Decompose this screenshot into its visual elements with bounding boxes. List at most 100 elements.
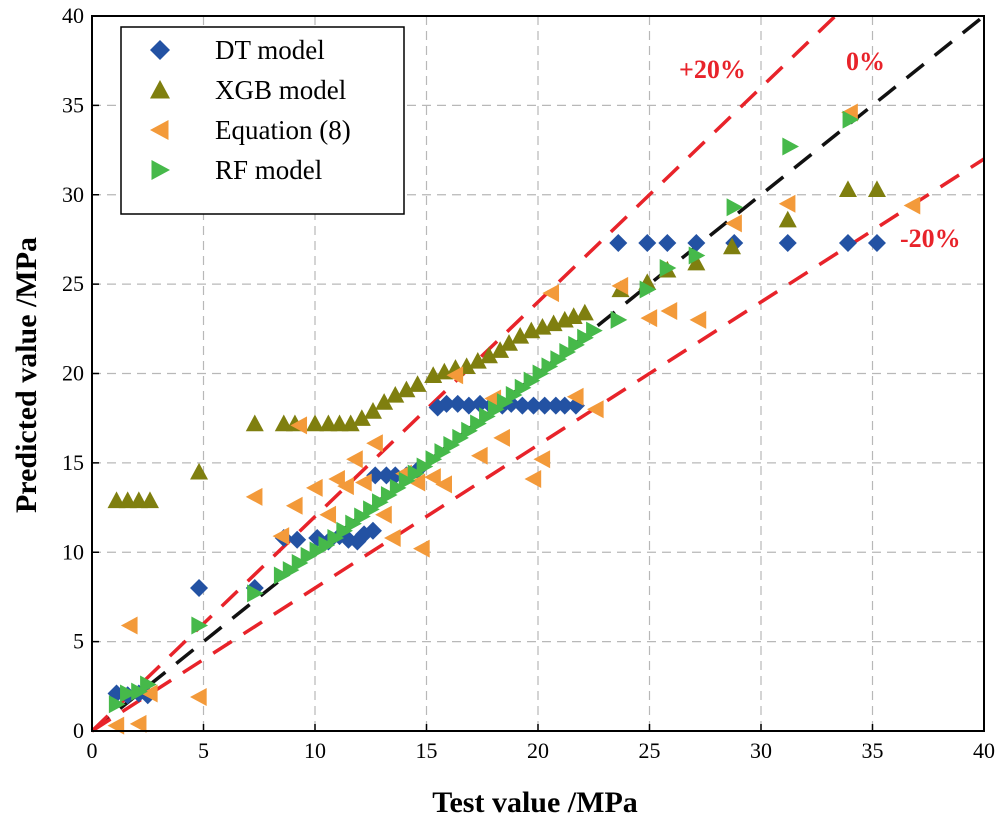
point-equation-8 xyxy=(533,450,551,469)
legend-marker-rf-model xyxy=(151,160,170,180)
point-rf-model xyxy=(273,566,291,585)
point-rf-model xyxy=(550,350,568,369)
point-rf-model xyxy=(726,198,744,217)
point-equation-8 xyxy=(337,477,354,496)
point-dt-model xyxy=(609,234,628,253)
point-xgb-model xyxy=(190,462,209,480)
point-rf-model xyxy=(372,493,389,512)
y-tick-label: 15 xyxy=(62,450,84,475)
point-xgb-model xyxy=(140,491,159,509)
point-equation-8 xyxy=(408,473,426,492)
point-dt-model xyxy=(838,234,857,253)
point-rf-model xyxy=(568,335,585,354)
point-xgb-model xyxy=(245,414,264,432)
point-rf-model xyxy=(461,421,478,440)
point-xgb-model xyxy=(408,375,427,392)
point-rf-model xyxy=(842,110,860,129)
ref-label-minus20: -20% xyxy=(900,224,961,253)
point-equation-8 xyxy=(566,387,584,406)
point-equation-8 xyxy=(493,428,510,447)
point-dt-model xyxy=(513,396,532,415)
point-dt-model xyxy=(437,394,456,413)
point-equation-8 xyxy=(285,496,303,515)
point-xgb-model xyxy=(575,303,594,321)
point-rf-model xyxy=(782,137,799,156)
point-dt-model xyxy=(778,234,797,253)
point-equation-8 xyxy=(306,478,323,497)
point-rf-model xyxy=(318,536,336,555)
point-xgb-model xyxy=(306,414,324,432)
point-equation-8 xyxy=(366,434,383,453)
point-rf-model xyxy=(452,428,469,447)
point-equation-8 xyxy=(446,366,464,385)
y-tick-label: 5 xyxy=(73,629,84,654)
y-tick-label: 20 xyxy=(62,361,84,386)
point-equation-8 xyxy=(484,389,502,408)
point-rf-model xyxy=(191,616,209,635)
point-equation-8 xyxy=(319,505,337,524)
x-tick-label: 5 xyxy=(198,738,209,763)
point-equation-8 xyxy=(328,469,345,488)
legend-marker-equation-8 xyxy=(150,120,169,140)
point-equation-8 xyxy=(355,473,372,492)
point-equation-8 xyxy=(640,309,658,328)
point-xgb-model xyxy=(479,346,498,364)
point-equation-8 xyxy=(375,505,392,524)
x-axis-title: Test value /MPa xyxy=(432,786,638,819)
y-tick-label: 40 xyxy=(62,3,84,28)
point-dt-model xyxy=(687,234,706,253)
data-points xyxy=(107,103,921,735)
point-rf-model xyxy=(470,414,487,433)
point-rf-model xyxy=(514,378,532,397)
point-equation-8 xyxy=(903,196,921,215)
legend-label-dt-model: DT model xyxy=(215,35,325,65)
point-rf-model xyxy=(327,528,345,547)
legend-marker-xgb-model xyxy=(150,80,170,99)
point-rf-model xyxy=(434,443,452,462)
point-rf-model xyxy=(559,343,576,362)
point-dt-model xyxy=(535,396,554,415)
point-equation-8 xyxy=(524,469,542,488)
series-dt-model xyxy=(107,234,886,705)
point-equation-8 xyxy=(611,276,629,295)
point-xgb-model xyxy=(511,326,530,344)
ref-label-plus20: +20% xyxy=(679,55,746,84)
point-equation-8 xyxy=(725,214,742,233)
x-tick-label: 25 xyxy=(639,738,661,763)
series-rf-model xyxy=(108,110,860,714)
point-equation-8 xyxy=(778,194,796,213)
point-equation-8 xyxy=(435,475,452,494)
point-rf-model xyxy=(532,364,550,383)
point-rf-model xyxy=(425,450,443,469)
point-rf-model xyxy=(131,682,148,701)
point-rf-model xyxy=(416,457,434,476)
point-xgb-model xyxy=(838,180,857,198)
point-equation-8 xyxy=(120,616,138,635)
series-equation-8 xyxy=(107,103,921,735)
point-rf-model xyxy=(363,500,380,519)
point-dt-model xyxy=(638,234,657,253)
point-rf-model xyxy=(282,561,300,580)
point-rf-model xyxy=(247,584,264,603)
point-xgb-model xyxy=(867,180,886,198)
point-xgb-model xyxy=(375,393,394,410)
reference-line-zero xyxy=(90,14,986,733)
point-equation-8 xyxy=(384,528,401,547)
point-xgb-model xyxy=(352,409,371,426)
point-rf-model xyxy=(577,328,594,347)
y-tick-label: 10 xyxy=(62,539,84,564)
point-rf-model xyxy=(496,393,514,412)
x-tick-label: 0 xyxy=(87,738,98,763)
point-xgb-model xyxy=(341,414,360,432)
point-rf-model xyxy=(398,471,416,490)
point-rf-model xyxy=(345,514,362,533)
legend-label-rf-model: RF model xyxy=(215,155,322,185)
reference-line-minus20 xyxy=(91,157,985,733)
point-equation-8 xyxy=(140,684,158,703)
point-rf-model xyxy=(487,400,505,419)
point-dt-model xyxy=(288,530,307,549)
point-rf-model xyxy=(300,546,318,565)
point-rf-model xyxy=(407,464,425,483)
point-rf-model xyxy=(354,507,371,526)
point-rf-model xyxy=(120,684,137,703)
